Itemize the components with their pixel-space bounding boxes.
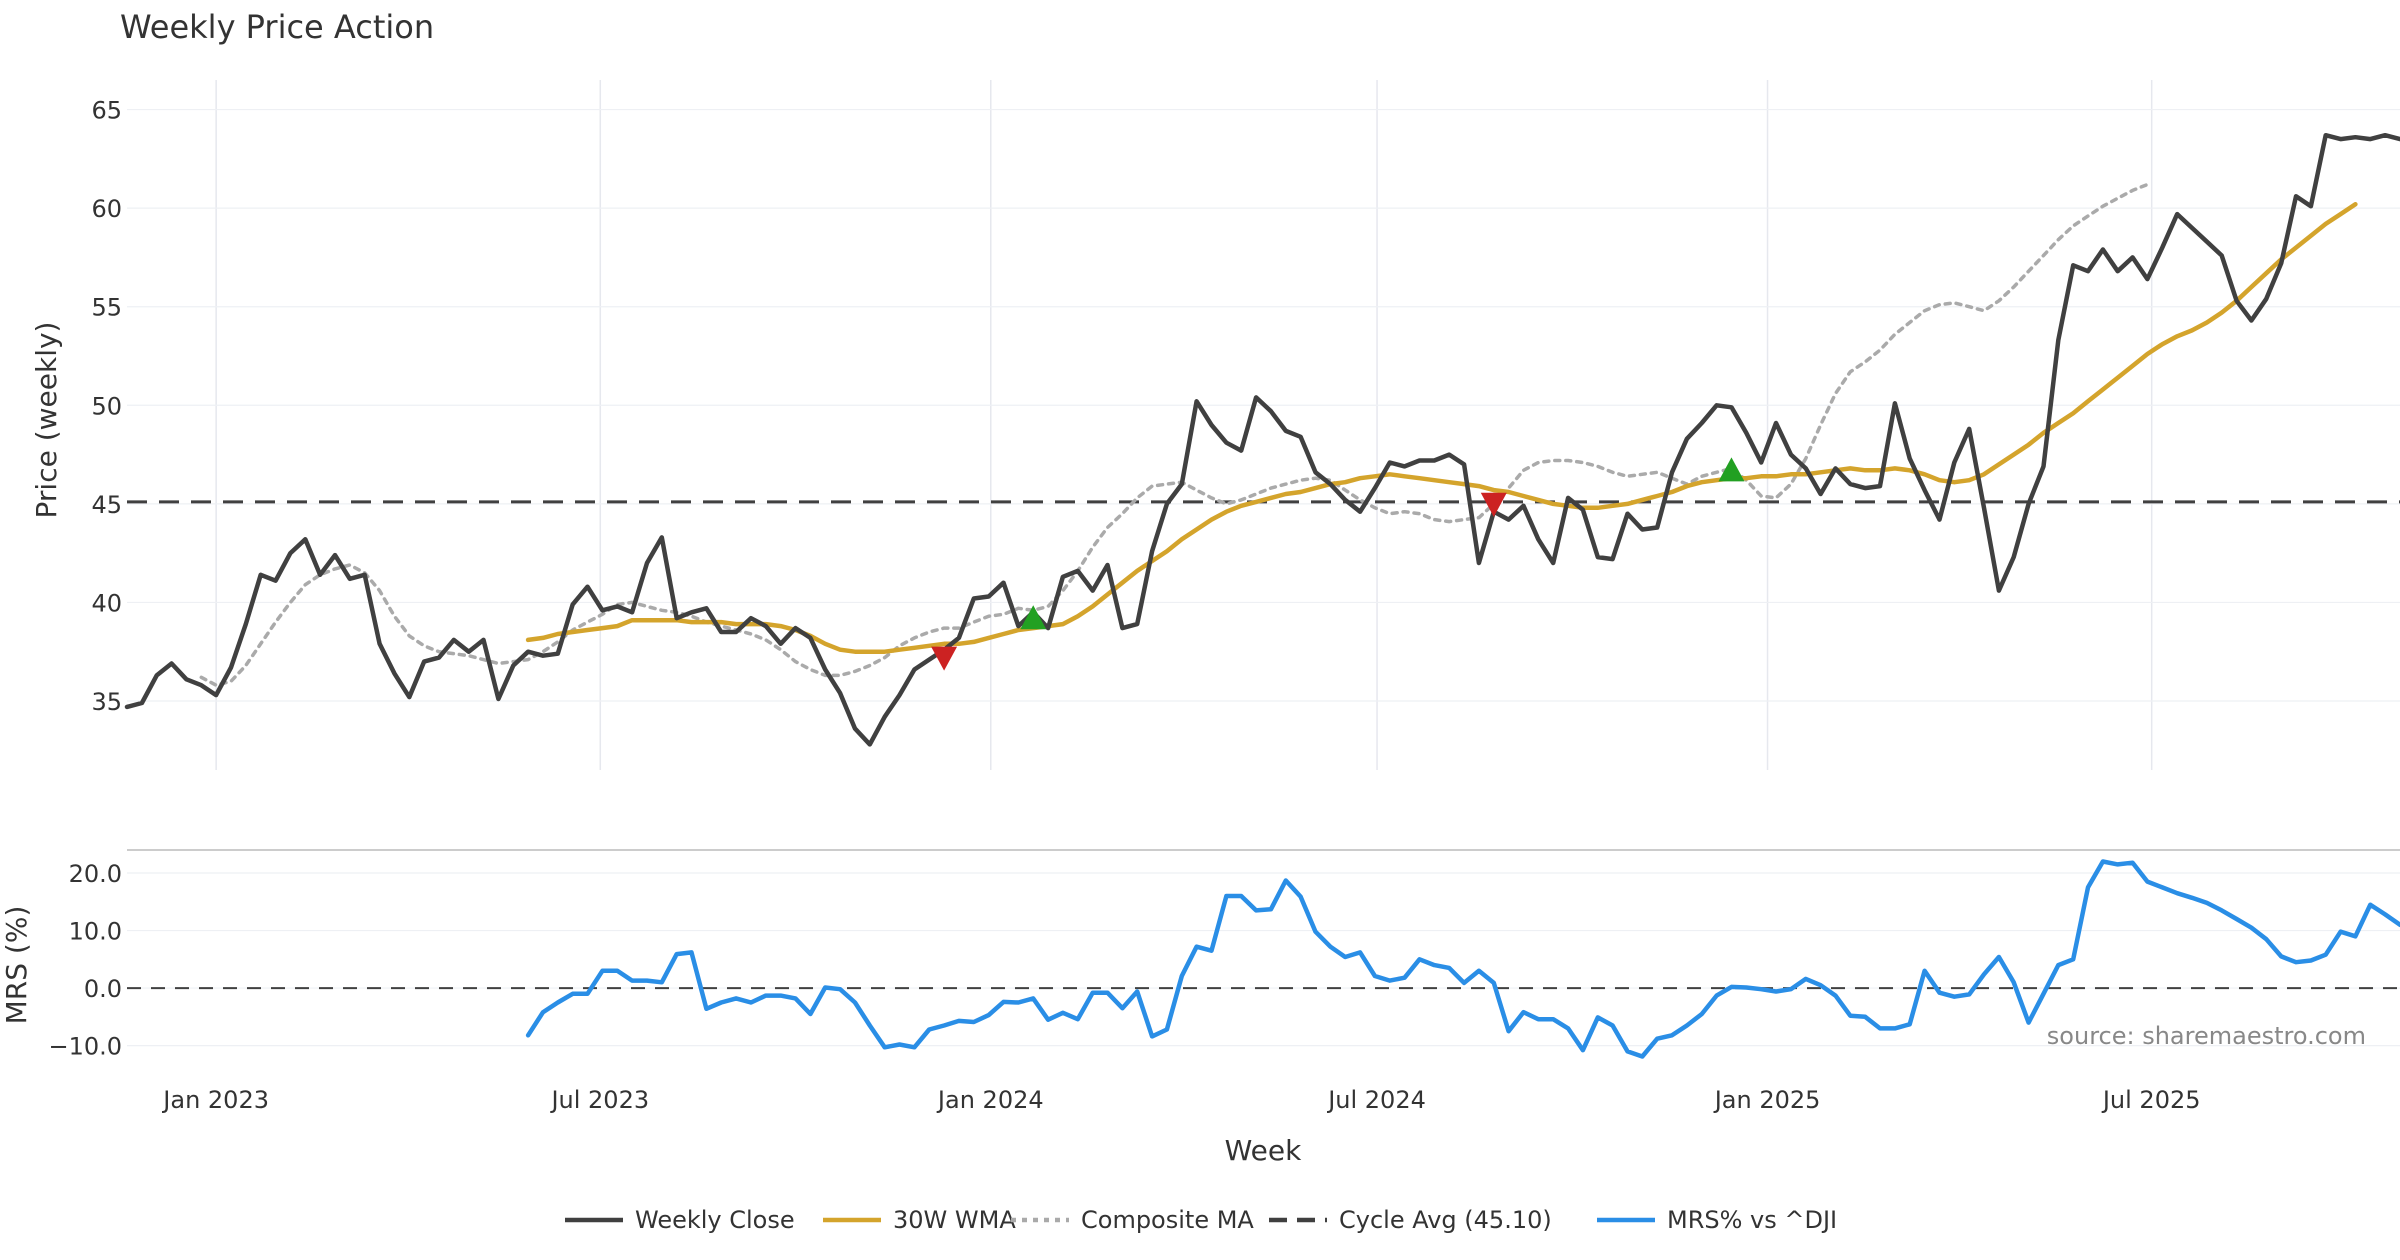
legend-label: 30W WMA (893, 1206, 1016, 1234)
legend-label: Weekly Close (635, 1206, 795, 1234)
price-y-tick-label: 65 (91, 97, 122, 125)
mrs-y-tick-labels: −10.0 0.0 10.0 20.0 (48, 860, 122, 1061)
x-tick-label: Jan 2025 (1713, 1086, 1821, 1114)
mrs-y-tick-label: 10.0 (69, 918, 122, 946)
source-note: source: sharemaestro.com (2047, 1022, 2366, 1050)
wma-30w-line (525, 201, 2358, 654)
sell-signal-marker (1480, 492, 1507, 517)
price-y-axis-label: Price (weekly) (30, 322, 63, 519)
mrs-y-tick-label: 20.0 (69, 860, 122, 888)
legend-label: Composite MA (1081, 1206, 1254, 1234)
x-tick-labels: Jan 2023 Jul 2023 Jan 2024 Jul 2024 Jan 2025… (161, 1086, 2200, 1114)
mrs-y-tick-label: 0.0 (84, 975, 122, 1003)
x-tick-label: Jul 2023 (549, 1086, 649, 1114)
buy-signal-marker (1718, 457, 1745, 482)
mrs-y-tick-label: −10.0 (48, 1033, 122, 1061)
sell-signal-marker (931, 646, 958, 671)
x-tick-label: Jul 2025 (2101, 1086, 2201, 1114)
price-y-tick-labels: 35 40 45 50 55 60 65 (91, 97, 122, 716)
price-y-tick-label: 50 (91, 392, 122, 420)
mrs-line (525, 859, 2400, 1059)
price-grid (127, 80, 2400, 770)
mrs-y-axis-label: MRS (%) (0, 906, 33, 1025)
price-y-tick-label: 60 (91, 195, 122, 223)
x-axis-label: Week (1225, 1134, 1302, 1167)
x-tick-label: Jan 2024 (936, 1086, 1044, 1114)
legend: Weekly Close 30W WMA Composite MA Cycle Avg… (565, 1206, 1837, 1234)
x-tick-label: Jan 2023 (161, 1086, 269, 1114)
price-y-tick-label: 55 (91, 294, 122, 322)
price-y-tick-label: 35 (91, 688, 122, 716)
legend-label: MRS% vs ^DJI (1667, 1206, 1837, 1234)
price-series-group (124, 132, 2400, 747)
mrs-series-group (525, 859, 2400, 1059)
signal-markers (931, 457, 1745, 671)
legend-label: Cycle Avg (45.10) (1339, 1206, 1552, 1234)
composite-ma-line (199, 182, 2150, 687)
weekly-close-line (124, 132, 2400, 747)
price-y-tick-label: 40 (91, 589, 122, 617)
chart-title: Weekly Price Action (120, 8, 434, 46)
x-tick-label: Jul 2024 (1326, 1086, 1426, 1114)
price-y-tick-label: 45 (91, 491, 122, 519)
buy-signal-marker (1020, 605, 1047, 630)
